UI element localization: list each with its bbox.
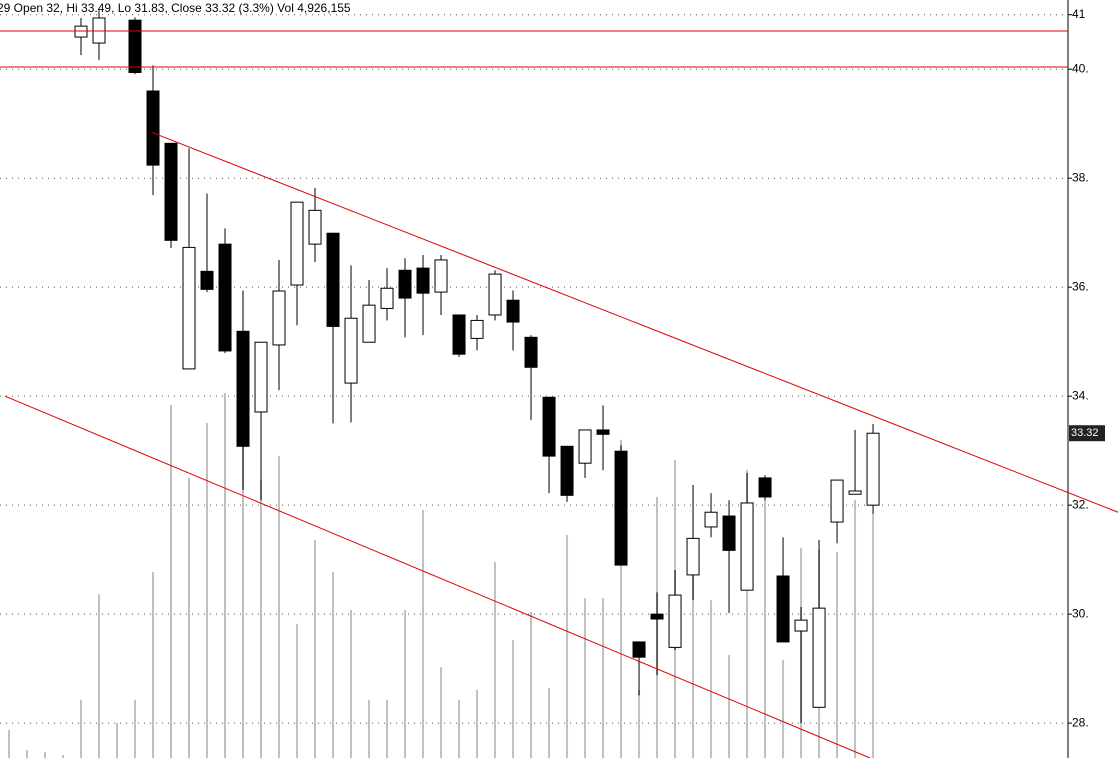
candle-body: [380, 287, 394, 309]
candle-body: [488, 273, 502, 316]
candle-body: [326, 232, 340, 327]
candle-body: [830, 479, 844, 523]
trend-line: [4, 395, 871, 758]
candle-body: [578, 429, 592, 464]
candle-body: [560, 445, 574, 496]
candle-body: [236, 330, 250, 447]
candle-body: [506, 299, 520, 323]
candle-body: [524, 336, 538, 368]
candle-body: [164, 142, 178, 241]
candle-body: [632, 641, 646, 658]
candle-body: [308, 209, 322, 245]
y-tick-label: 41: [1072, 7, 1086, 21]
y-tick-label: 38.: [1072, 170, 1089, 184]
candle-body: [434, 259, 448, 293]
candle-body: [398, 269, 412, 299]
candle-body: [272, 290, 286, 346]
candle-body: [776, 575, 790, 643]
candle-body: [614, 450, 628, 566]
candle-body: [146, 90, 160, 166]
candle-body: [182, 246, 196, 370]
candle-body: [704, 511, 718, 528]
candle-body: [362, 304, 376, 343]
header: 29 Open 32, Hi 33.49, Lo 31.83, Close 33…: [0, 1, 351, 15]
candle-body: [686, 537, 700, 576]
y-tick-label: 32.: [1072, 497, 1089, 511]
candle-body: [596, 429, 610, 435]
candle-body: [290, 201, 304, 286]
price-tag: 33.32: [1071, 427, 1099, 439]
candle-body: [794, 619, 808, 632]
candle-body: [470, 319, 484, 339]
y-tick-label: 30.: [1072, 606, 1089, 620]
candle-body: [740, 502, 754, 591]
candle-body: [650, 613, 664, 620]
candle-body: [254, 341, 268, 413]
candle-body: [74, 25, 88, 38]
candle-body: [866, 432, 880, 506]
candle-body: [848, 490, 862, 495]
candle-body: [542, 396, 556, 457]
candle-body: [452, 314, 466, 355]
candle-body: [218, 243, 232, 352]
trend-line: [151, 131, 1118, 513]
candle-body: [722, 515, 736, 551]
candle-body: [416, 267, 430, 294]
y-tick-label: 34.: [1072, 388, 1089, 402]
candle-body: [92, 17, 106, 44]
y-tick-label: 36.: [1072, 279, 1089, 293]
candle-body: [200, 270, 214, 290]
candle-body: [344, 317, 358, 384]
candle-body: [128, 19, 142, 73]
plot: 41 40. 38. 36. 34. 32. 30. 28. 33.32: [0, 7, 1118, 758]
price-tag-box: [1069, 425, 1105, 442]
candle-body: [668, 594, 682, 648]
candle-body: [758, 477, 772, 498]
y-tick-label: 28.: [1072, 715, 1089, 729]
candle-body: [812, 607, 826, 708]
y-tick-label: 40.: [1072, 61, 1089, 75]
